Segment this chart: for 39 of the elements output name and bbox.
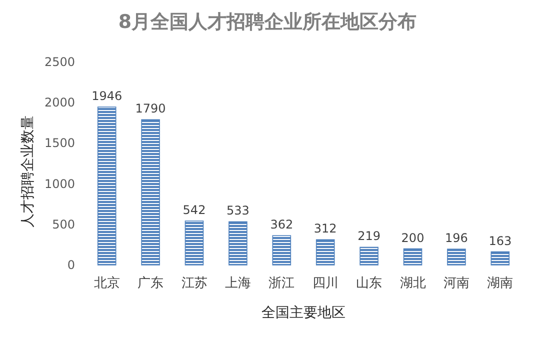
y-tick-label: 0 [67, 258, 75, 272]
data-label: 219 [358, 229, 381, 244]
data-label: 196 [444, 231, 468, 246]
bar [316, 239, 335, 266]
data-label: 200 [401, 230, 424, 245]
bar [447, 248, 466, 266]
data-label: 312 [314, 222, 337, 236]
y-tick-label: 1500 [44, 136, 75, 150]
bar [184, 220, 204, 266]
bar [141, 119, 160, 266]
data-label: 542 [182, 202, 206, 217]
bar [360, 246, 378, 266]
y-tick-label: 500 [52, 217, 75, 232]
y-tick-label: 1000 [44, 176, 75, 191]
x-tick-label: 湖北 [400, 276, 426, 291]
data-label: 1946 [92, 88, 122, 103]
x-tick-label: 上海 [224, 276, 251, 291]
x-tick-label: 四川 [312, 276, 338, 291]
y-tick-label: 2000 [44, 96, 75, 110]
bar [403, 248, 422, 266]
x-tick-label: 江苏 [181, 276, 208, 291]
bar [490, 251, 510, 266]
x-tick-label: 广东 [138, 276, 164, 291]
y-axis-title: 人才招聘企业数量 [20, 116, 36, 228]
chart-title: 8月全国人才招聘企业所在地区分布 [118, 11, 417, 33]
x-tick-label: 浙江 [268, 276, 295, 291]
bar [272, 235, 292, 266]
data-label: 362 [270, 218, 294, 232]
data-label: 533 [226, 204, 250, 218]
data-label: 163 [488, 234, 512, 248]
x-tick-label: 河南 [443, 276, 470, 291]
bar [228, 221, 248, 266]
y-tick-label: 2500 [44, 55, 75, 69]
bar [97, 106, 116, 266]
data-label: 1790 [135, 102, 166, 116]
x-tick-label: 北京 [94, 276, 120, 291]
x-axis-title: 全国主要地区 [262, 305, 346, 321]
x-tick-label: 山东 [356, 276, 382, 291]
x-tick-label: 湖南 [487, 276, 514, 291]
